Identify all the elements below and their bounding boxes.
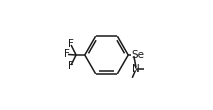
Text: N: N <box>132 64 140 74</box>
Text: F: F <box>68 39 74 49</box>
Text: Se: Se <box>131 50 144 60</box>
Text: F: F <box>68 61 74 71</box>
Text: F: F <box>64 50 70 60</box>
